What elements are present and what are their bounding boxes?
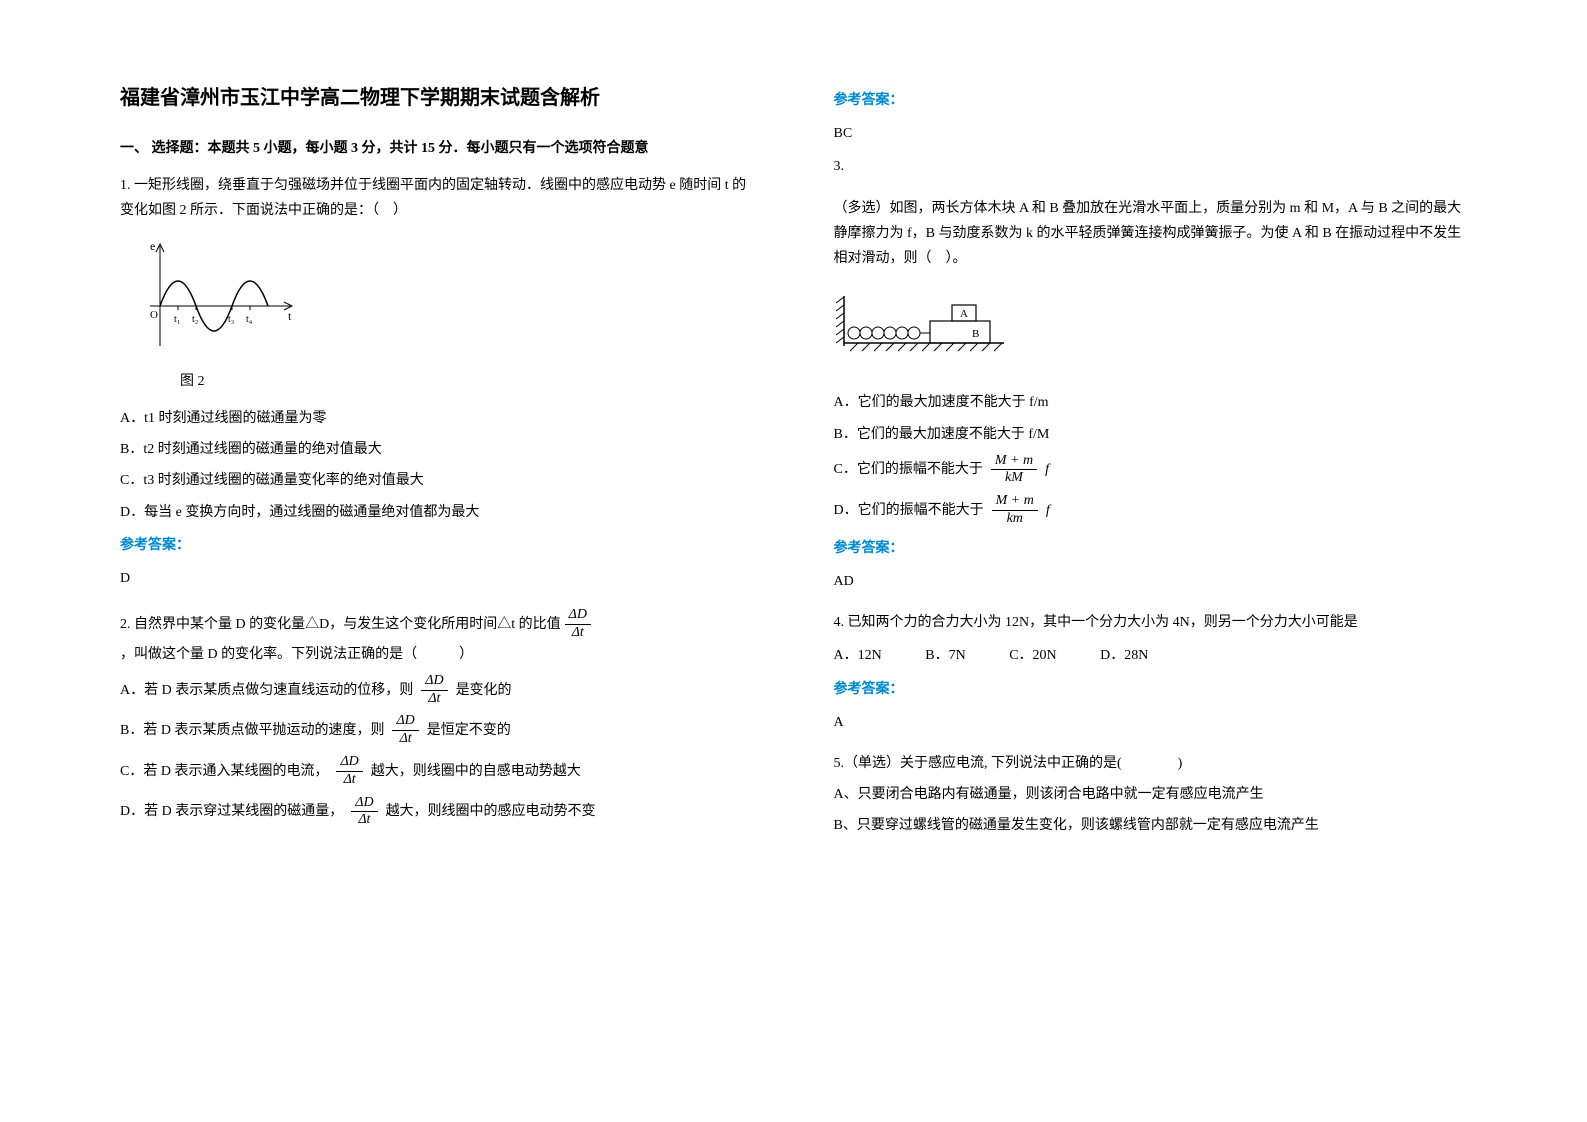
frac-den: Δt (568, 625, 588, 642)
q2-stem-fraction: ΔD Δt (565, 607, 591, 642)
spring-diagram: B A (834, 291, 1014, 361)
q2-option-d: D．若 D 表示穿过某线圈的磁通量， ΔD Δt 越大，则线圈中的感应电动势不变 (120, 795, 754, 830)
right-column: 参考答案： BC 3. （多选）如图，两长方体木块 A 和 B 叠加放在光滑水平… (794, 80, 1488, 1082)
frac-num: ΔD (565, 607, 591, 625)
q3c-fraction: M + m kM (991, 453, 1037, 488)
q1-option-c: C．t3 时刻通过线圈的磁通量变化率的绝对值最大 (120, 468, 754, 493)
q4-choice-c: C．20N (1009, 648, 1056, 663)
question-2: 2. 自然界中某个量 D 的变化量△D，与发生这个变化所用时间△t 的比值 ΔD… (120, 607, 754, 829)
q5-stem: 5.（单选）关于感应电流, 下列说法中正确的是( ) (834, 751, 1468, 776)
q1-figure: e t O t₁ t₂ t₃ t₄ 图 2 (140, 236, 754, 394)
q3-number: 3. (834, 154, 1468, 179)
q2b-fraction: ΔD Δt (392, 713, 418, 748)
q2c-fraction: ΔD Δt (336, 754, 362, 789)
q5-option-b: B、只要穿过螺线管的磁通量发生变化，则该螺线管内部就一定有感应电流产生 (834, 813, 1468, 838)
q1-answer: D (120, 566, 754, 591)
q3-stem: （多选）如图，两长方体木块 A 和 B 叠加放在光滑水平面上，质量分别为 m 和… (834, 196, 1468, 272)
t2-label: t₂ (192, 314, 198, 325)
q4-choice-b: B．7N (925, 648, 965, 663)
axis-t-label: t (288, 309, 292, 323)
q4-choice-a: A．12N (834, 648, 882, 663)
q2-stem: 2. 自然界中某个量 D 的变化量△D，与发生这个变化所用时间△t 的比值 ΔD… (120, 607, 754, 667)
q2-answer-label: 参考答案： (834, 88, 1468, 113)
q3-option-a: A．它们的最大加速度不能大于 f/m (834, 390, 1468, 415)
q3d-fraction: M + m km (992, 493, 1038, 528)
q3-answer-label: 参考答案： (834, 536, 1468, 561)
q1-stem: 1. 一矩形线圈，绕垂直于匀强磁场并位于线圈平面内的固定轴转动．线圈中的感应电动… (120, 173, 754, 223)
q2d-suf: 越大，则线圈中的感应电动势不变 (386, 799, 596, 824)
sine-graph: e t O t₁ t₂ t₃ t₄ (140, 236, 300, 356)
q1-answer-label: 参考答案： (120, 533, 754, 558)
q2b-suf: 是恒定不变的 (427, 718, 511, 743)
block-a-label: A (960, 308, 968, 320)
q2-option-a: A．若 D 表示某质点做匀速直线运动的位移，则 ΔD Δt 是变化的 (120, 673, 754, 708)
page-title: 福建省漳州市玉江中学高二物理下学期期末试题含解析 (120, 80, 754, 116)
q3-option-d: D．它们的振幅不能大于 M + m km f (834, 493, 1468, 528)
block-b-label: B (972, 328, 979, 340)
q4-stem: 4. 已知两个力的合力大小为 12N，其中一个分力大小为 4N，则另一个分力大小… (834, 610, 1468, 635)
q2a-fraction: ΔD Δt (421, 673, 447, 708)
t3-label: t₃ (228, 314, 234, 325)
q2a-pre: A．若 D 表示某质点做匀速直线运动的位移，则 (120, 678, 413, 703)
q1-option-a: A．t1 时刻通过线圈的磁通量为零 (120, 406, 754, 431)
axis-e-label: e (150, 239, 155, 253)
q3d-suf: f (1046, 498, 1050, 523)
q1-figure-caption: 图 2 (180, 369, 754, 394)
q2-stem-p2: ，叫做这个量 D 的变化率。下列说法正确的是（ ） (120, 642, 473, 667)
q4-choices: A．12N B．7N C．20N D．28N (834, 643, 1468, 668)
question-5: 5.（单选）关于感应电流, 下列说法中正确的是( ) A、只要闭合电路内有磁通量… (834, 751, 1468, 839)
question-1: 1. 一矩形线圈，绕垂直于匀强磁场并位于线圈平面内的固定轴转动．线圈中的感应电动… (120, 173, 754, 591)
question-3: （多选）如图，两长方体木块 A 和 B 叠加放在光滑水平面上，质量分别为 m 和… (834, 196, 1468, 595)
q2a-suf: 是变化的 (456, 678, 512, 703)
q2d-pre: D．若 D 表示穿过某线圈的磁通量， (120, 799, 343, 824)
q4-answer-label: 参考答案： (834, 677, 1468, 702)
q2c-pre: C．若 D 表示通入某线圈的电流， (120, 759, 328, 784)
q3c-pre: C．它们的振幅不能大于 (834, 457, 983, 482)
q5-option-a: A、只要闭合电路内有磁通量，则该闭合电路中就一定有感应电流产生 (834, 782, 1468, 807)
q2-option-b: B．若 D 表示某质点做平抛运动的速度，则 ΔD Δt 是恒定不变的 (120, 713, 754, 748)
q2-option-c: C．若 D 表示通入某线圈的电流， ΔD Δt 越大，则线圈中的自感电动势越大 (120, 754, 754, 789)
t4-label: t₄ (246, 314, 253, 325)
q2b-pre: B．若 D 表示某质点做平抛运动的速度，则 (120, 718, 384, 743)
q3d-pre: D．它们的振幅不能大于 (834, 498, 984, 523)
t1-label: t₁ (174, 314, 180, 325)
q1-option-d: D．每当 e 变换方向时，通过线圈的磁通量绝对值都为最大 (120, 500, 754, 525)
q2-answer: BC (834, 121, 1468, 146)
q3-figure: B A (834, 291, 1468, 370)
left-column: 福建省漳州市玉江中学高二物理下学期期末试题含解析 一、 选择题：本题共 5 小题… (100, 80, 794, 1082)
q3-option-b: B．它们的最大加速度不能大于 f/M (834, 422, 1468, 447)
section-header: 一、 选择题：本题共 5 小题，每小题 3 分，共计 15 分．每小题只有一个选… (120, 136, 754, 161)
q4-answer: A (834, 710, 1468, 735)
q3c-suf: f (1045, 457, 1049, 482)
q4-choice-d: D．28N (1100, 648, 1148, 663)
q2d-fraction: ΔD Δt (351, 795, 377, 830)
q1-option-b: B．t2 时刻通过线圈的磁通量的绝对值最大 (120, 437, 754, 462)
origin-label: O (150, 309, 158, 321)
q2-stem-p1: 2. 自然界中某个量 D 的变化量△D，与发生这个变化所用时间△t 的比值 (120, 612, 561, 637)
q3-option-c: C．它们的振幅不能大于 M + m kM f (834, 453, 1468, 488)
q3-answer: AD (834, 569, 1468, 594)
q2c-suf: 越大，则线圈中的自感电动势越大 (371, 759, 581, 784)
question-4: 4. 已知两个力的合力大小为 12N，其中一个分力大小为 4N，则另一个分力大小… (834, 610, 1468, 735)
